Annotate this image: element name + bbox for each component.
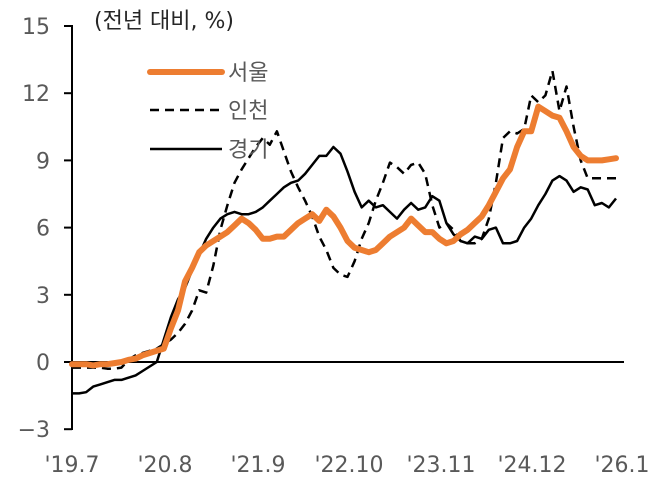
- series-line-gyeonggi: [72, 145, 617, 395]
- y-tick-label: 6: [36, 217, 50, 242]
- legend-label-seoul: 서울: [228, 61, 268, 86]
- legend: 서울 인천 경기: [147, 61, 268, 163]
- x-tick-label: '24.12: [497, 453, 566, 478]
- x-tick-label: '19.7: [44, 453, 99, 478]
- series-line-seoul: [69, 103, 619, 369]
- x-axis-labels: '19.7 '20.8 '21.9 '22.10 '23.11 '24.12 '26.1: [44, 453, 648, 478]
- y-tick-label: 0: [36, 351, 50, 376]
- y-tick-label: 3: [36, 284, 50, 309]
- y-axis-ticks: 15 12 9 6 3 0 −3: [18, 15, 72, 443]
- series-lines: [69, 69, 619, 395]
- x-tick-label: '23.11: [406, 453, 475, 478]
- y-tick-label: 15: [22, 15, 50, 40]
- legend-label-gyeonggi: 경기: [228, 138, 268, 163]
- unit-label: (전년 대비, %): [94, 9, 234, 34]
- x-tick-label: '21.9: [230, 453, 285, 478]
- x-tick-label: '22.10: [314, 453, 383, 478]
- x-tick-label: '20.8: [137, 453, 192, 478]
- x-tick-label: '26.1: [594, 453, 648, 478]
- y-tick-label: 12: [22, 82, 50, 107]
- y-tick-label: −3: [18, 418, 50, 443]
- y-tick-label: 9: [36, 149, 50, 174]
- legend-label-incheon: 인천: [228, 99, 268, 124]
